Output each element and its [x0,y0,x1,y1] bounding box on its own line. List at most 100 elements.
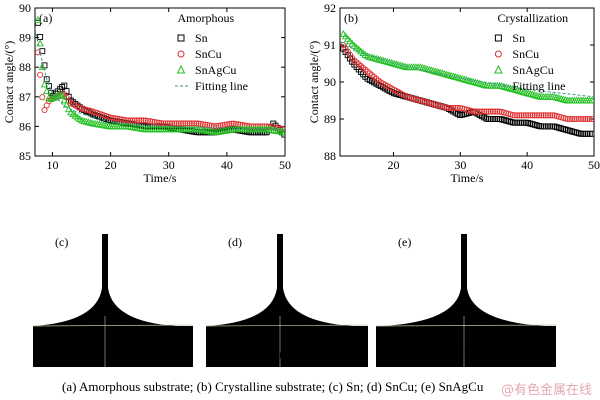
legend-swatch-sn [494,34,502,42]
chart-panel-a: 10 20 30 40 50 85 86 87 88 89 90 Time/s Contact angl… [2,1,291,185]
data-point-sncu [514,112,521,119]
legend-label-sn: Sn [512,31,525,45]
data-point-sncu [452,104,459,111]
panel-label: (c) [55,235,68,249]
substrate [206,326,368,367]
plot-area [35,15,285,138]
data-point-sncu [586,115,593,123]
data-point-sncu [573,115,580,123]
data-point-snagcu [561,96,570,103]
data-point-sncu [577,115,584,123]
legend-swatch-sncu [177,50,185,58]
droplet [382,288,546,326]
data-point-sncu [472,108,479,115]
figure-caption: (a) Amorphous substrate; (b) Crystalline… [62,379,484,394]
data-point-sn [43,76,50,83]
legend-swatch-snagcu [494,64,503,74]
data-point-sncu [588,115,594,123]
data-point-sncu [131,117,138,124]
data-point-snagcu [53,91,62,99]
droplet-photo-c: Sn: 76° (c) [32,234,194,367]
data-point-sncu [443,104,450,111]
data-point-sncu [454,104,461,111]
data-point-sncu [516,112,523,119]
data-point-sncu [133,117,140,124]
data-point-sncu [39,94,46,101]
data-point-sncu [544,112,551,119]
droplet-angle-label: SnAgCu: 73° [432,347,497,361]
legend-swatch-snagcu [176,64,186,74]
y-tick-label: 89 [324,112,336,126]
data-point-sncu [445,104,452,111]
droplet-angle-label: SnCu: 71° [255,347,305,361]
data-point-sncu [129,117,136,124]
y-tick-label: 88 [324,149,336,163]
data-point-sncu [476,108,483,115]
data-point-sncu [575,115,582,123]
watermark: @有色金属在线 [500,383,592,398]
data-point-sncu [571,115,578,123]
substrate [376,326,556,367]
baseline [32,324,194,327]
data-point-sncu [474,108,481,115]
data-point-sncu [111,115,118,122]
legend-label-sncu: SnCu [195,47,222,61]
legend-label-fitting-line: Fitting line [195,79,248,93]
data-point-snagcu [35,15,42,23]
data-point-sncu [478,108,485,115]
panel-label: (e) [398,235,411,249]
x-axis-label: Time/s [451,171,484,185]
series-line-fitting-line [340,40,594,98]
legend-label-sn: Sn [195,31,208,45]
data-point-snagcu [346,37,354,45]
chart-panel-b: 20 30 40 50 88 89 90 91 92 Time/s Contact angle/(°… [307,1,600,185]
data-point-sncu [485,108,492,115]
data-point-sncu [155,119,162,126]
legend-label-sncu: SnCu [512,47,539,61]
data-point-sncu [584,115,591,123]
x-axis-label: Time/s [144,171,177,185]
data-point-sncu [142,117,149,124]
x-tick-label: 20 [387,158,399,172]
x-tick-label: 30 [454,158,466,172]
x-tick-label: 50 [588,158,600,172]
data-point-sncu [37,71,44,78]
data-point-sncu [448,104,455,111]
data-point-sncu [518,112,525,119]
data-point-sn [35,19,41,26]
y-tick-label: 85 [19,149,31,163]
y-axis-label: Contact angle/(°) [307,41,321,123]
data-point-sncu [511,112,518,119]
data-point-sncu [149,118,156,125]
y-tick-label: 86 [19,119,31,133]
data-point-snagcu [340,29,348,37]
data-point-sncu [569,115,576,123]
data-point-sncu [487,108,494,115]
data-point-sncu [549,112,556,119]
data-point-sncu [509,111,516,119]
y-axis-label: Contact angle/(°) [2,41,16,123]
data-point-snagcu [343,34,352,42]
data-point-sncu [520,112,527,119]
data-point-sncu [496,108,503,115]
data-point-snagcu [36,39,44,47]
y-tick-label: 88 [19,60,31,74]
data-point-sncu [107,114,114,121]
data-point-snagcu [60,96,69,104]
data-point-sncu [450,104,457,111]
y-tick-label: 90 [19,1,31,15]
data-point-sncu [109,114,116,121]
droplet-angle-label: Sn: 76° [87,347,123,361]
data-point-sncu [140,117,147,124]
data-point-snagcu [58,91,66,99]
data-point-sncu [580,115,587,123]
y-tick-label: 89 [19,31,31,45]
panel-label: (a) [39,11,52,25]
legend-swatch-sncu [494,50,502,58]
data-point-sn [45,83,52,89]
data-point-sn [37,34,44,40]
data-point-sncu [114,115,121,122]
y-tick-label: 90 [324,75,336,89]
data-point-snagcu [280,128,285,136]
